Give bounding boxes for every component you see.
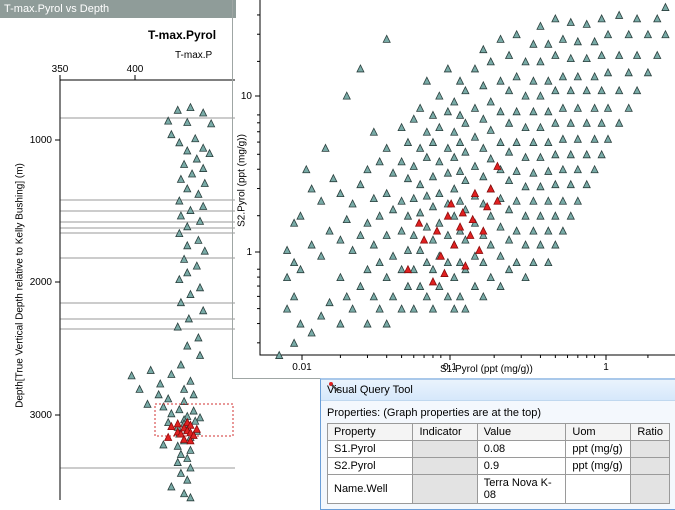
col-property: Property — [328, 424, 413, 441]
col-ratio: Ratio — [631, 424, 670, 441]
wand-icon — [327, 380, 339, 392]
svg-text:10: 10 — [241, 91, 253, 102]
dialog-subtitle: Properties: (Graph properties are at the… — [327, 407, 670, 419]
table-header: Property Indicator Value Uom Ratio — [328, 424, 670, 441]
dialog-body: Properties: (Graph properties are at the… — [321, 401, 675, 504]
dialog-titlebar[interactable]: Visual Query Tool — [321, 380, 675, 401]
table-row[interactable]: S2.Pyrol0.9ppt (mg/g) — [328, 458, 670, 475]
dialog-title: Visual Query Tool — [327, 384, 413, 396]
svg-text:1: 1 — [246, 247, 252, 258]
properties-table[interactable]: Property Indicator Value Uom Ratio S1.Py… — [327, 423, 670, 504]
visual-query-tool-dialog[interactable]: Visual Query Tool Properties: (Graph pro… — [320, 378, 675, 510]
table-row[interactable]: S1.Pyrol0.08ppt (mg/g) — [328, 441, 670, 458]
right-chart-xlabel: S1.Pyrol (ppt (mg/g)) — [440, 364, 533, 375]
svg-text:3000: 3000 — [30, 410, 53, 421]
col-value: Value — [477, 424, 566, 441]
right-chart-ylabel: S2.Pyrol (ppt (mg/g)) — [237, 121, 248, 241]
table-row[interactable]: Name.WellTerra Nova K-08 — [328, 475, 670, 504]
col-uom: Uom — [566, 424, 631, 441]
svg-text:1: 1 — [603, 362, 609, 373]
svg-text:0.01: 0.01 — [292, 362, 312, 373]
col-indicator: Indicator — [413, 424, 477, 441]
right-chart[interactable]: 0.010.11110 — [0, 0, 675, 380]
